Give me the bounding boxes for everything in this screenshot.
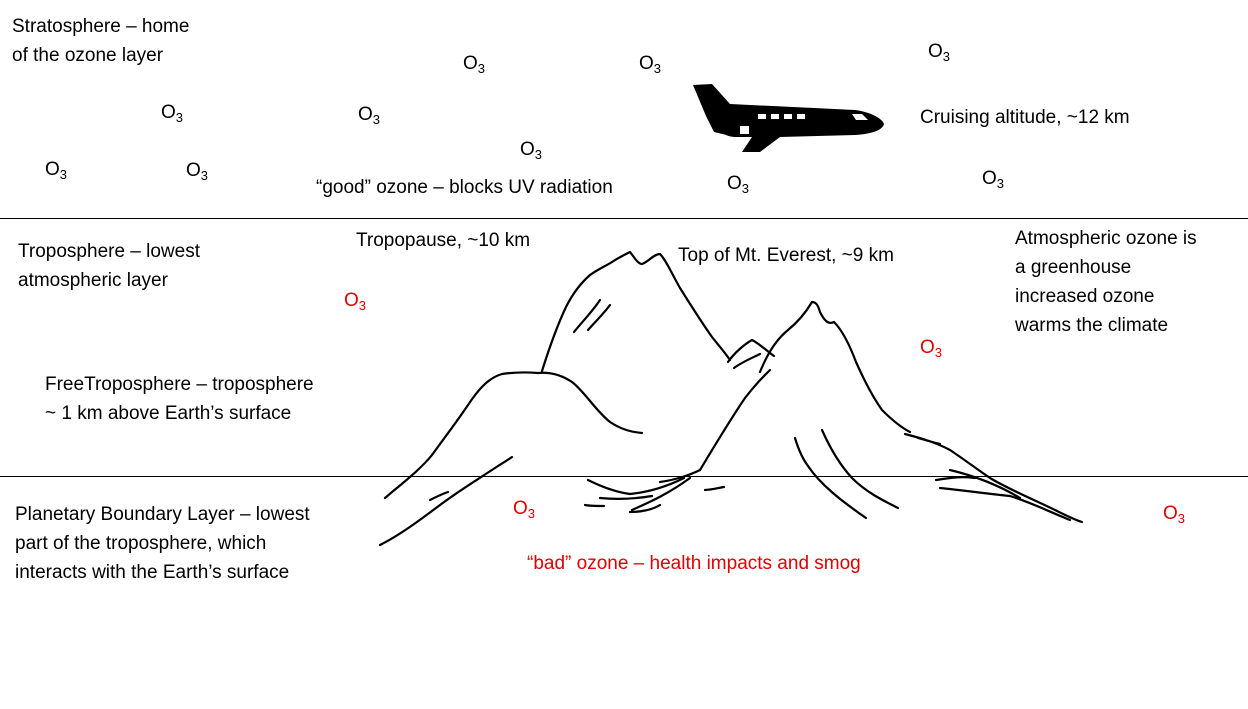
ozone-symbol: O — [358, 104, 373, 125]
ozone-molecule-bad: O3 — [1163, 503, 1185, 525]
ozone-symbol: O — [520, 139, 535, 160]
ozone-subscript: 3 — [934, 345, 943, 360]
ozone-molecule: O3 — [928, 41, 950, 63]
ozone-symbol: O — [727, 173, 742, 194]
ozone-subscript: 3 — [200, 168, 209, 183]
ozone-molecule: O3 — [639, 53, 661, 75]
good-ozone-label: “good” ozone – blocks UV radiation — [316, 177, 613, 198]
boundary-layer-label-line3: interacts with the Earth’s surface — [15, 562, 290, 583]
troposphere-label: Troposphere – lowest atmospheric layer — [18, 237, 200, 295]
ozone-subscript: 3 — [534, 147, 543, 162]
ozone-symbol: O — [344, 290, 359, 311]
boundary-layer-label: Planetary Boundary Layer – lowest part o… — [15, 500, 310, 587]
ozone-symbol: O — [982, 168, 997, 189]
ozone-symbol: O — [920, 337, 935, 358]
ozone-subscript: 3 — [996, 176, 1005, 191]
ozone-molecule: O3 — [727, 173, 749, 195]
airplane-icon — [693, 84, 884, 152]
ozone-molecule: O3 — [186, 160, 208, 182]
ozone-symbol: O — [928, 41, 943, 62]
cruising-altitude-label: Cruising altitude, ~12 km — [920, 107, 1130, 128]
free-troposphere-label: FreeTroposphere – troposphere ~ 1 km abo… — [45, 370, 314, 428]
everest-label: Top of Mt. Everest, ~9 km — [678, 245, 894, 266]
ozone-symbol: O — [513, 498, 528, 519]
greenhouse-label: Atmospheric ozone is a greenhouse increa… — [1015, 224, 1197, 340]
greenhouse-label-line4: warms the climate — [1015, 315, 1169, 336]
ozone-subscript: 3 — [942, 49, 951, 64]
troposphere-label-line1: Troposphere – lowest — [18, 241, 201, 262]
greenhouse-label-line2: a greenhouse — [1015, 257, 1132, 278]
stratosphere-label-line1: Stratosphere – home — [12, 16, 190, 37]
ozone-molecule-bad: O3 — [344, 290, 366, 312]
troposphere-label-line2: atmospheric layer — [18, 270, 168, 291]
ozone-subscript: 3 — [59, 167, 68, 182]
ozone-molecule-bad: O3 — [513, 498, 535, 520]
boundary-layer-label-line1: Planetary Boundary Layer – lowest — [15, 504, 310, 525]
ozone-subscript: 3 — [372, 112, 381, 127]
boundary-layer-label-line2: part of the troposphere, which — [15, 533, 267, 554]
stratosphere-label: Stratosphere – home of the ozone layer — [12, 12, 189, 70]
ozone-subscript: 3 — [741, 181, 750, 196]
bad-ozone-label: “bad” ozone – health impacts and smog — [527, 553, 861, 574]
ozone-molecule: O3 — [463, 53, 485, 75]
stratosphere-label-line2: of the ozone layer — [12, 45, 164, 66]
ozone-symbol: O — [161, 102, 176, 123]
boundary-layer-line — [0, 476, 1248, 477]
tropopause-line — [0, 218, 1248, 219]
ozone-molecule-bad: O3 — [920, 337, 942, 359]
ozone-symbol: O — [463, 53, 478, 74]
greenhouse-label-line3: increased ozone — [1015, 286, 1155, 307]
ozone-subscript: 3 — [1177, 511, 1186, 526]
free-troposphere-label-line2: ~ 1 km above Earth’s surface — [45, 403, 292, 424]
ozone-subscript: 3 — [175, 110, 184, 125]
tropopause-label: Tropopause, ~10 km — [356, 230, 531, 251]
ozone-molecule: O3 — [982, 168, 1004, 190]
ozone-molecule: O3 — [358, 104, 380, 126]
ozone-symbol: O — [1163, 503, 1178, 524]
ozone-symbol: O — [639, 53, 654, 74]
ozone-molecule: O3 — [161, 102, 183, 124]
ozone-molecule: O3 — [520, 139, 542, 161]
ozone-subscript: 3 — [358, 298, 367, 313]
ozone-subscript: 3 — [653, 61, 662, 76]
ozone-subscript: 3 — [477, 61, 486, 76]
ozone-symbol: O — [45, 159, 60, 180]
greenhouse-label-line1: Atmospheric ozone is — [1015, 228, 1197, 249]
ozone-molecule: O3 — [45, 159, 67, 181]
free-troposphere-label-line1: FreeTroposphere – troposphere — [45, 374, 314, 395]
ozone-symbol: O — [186, 160, 201, 181]
ozone-subscript: 3 — [527, 506, 536, 521]
